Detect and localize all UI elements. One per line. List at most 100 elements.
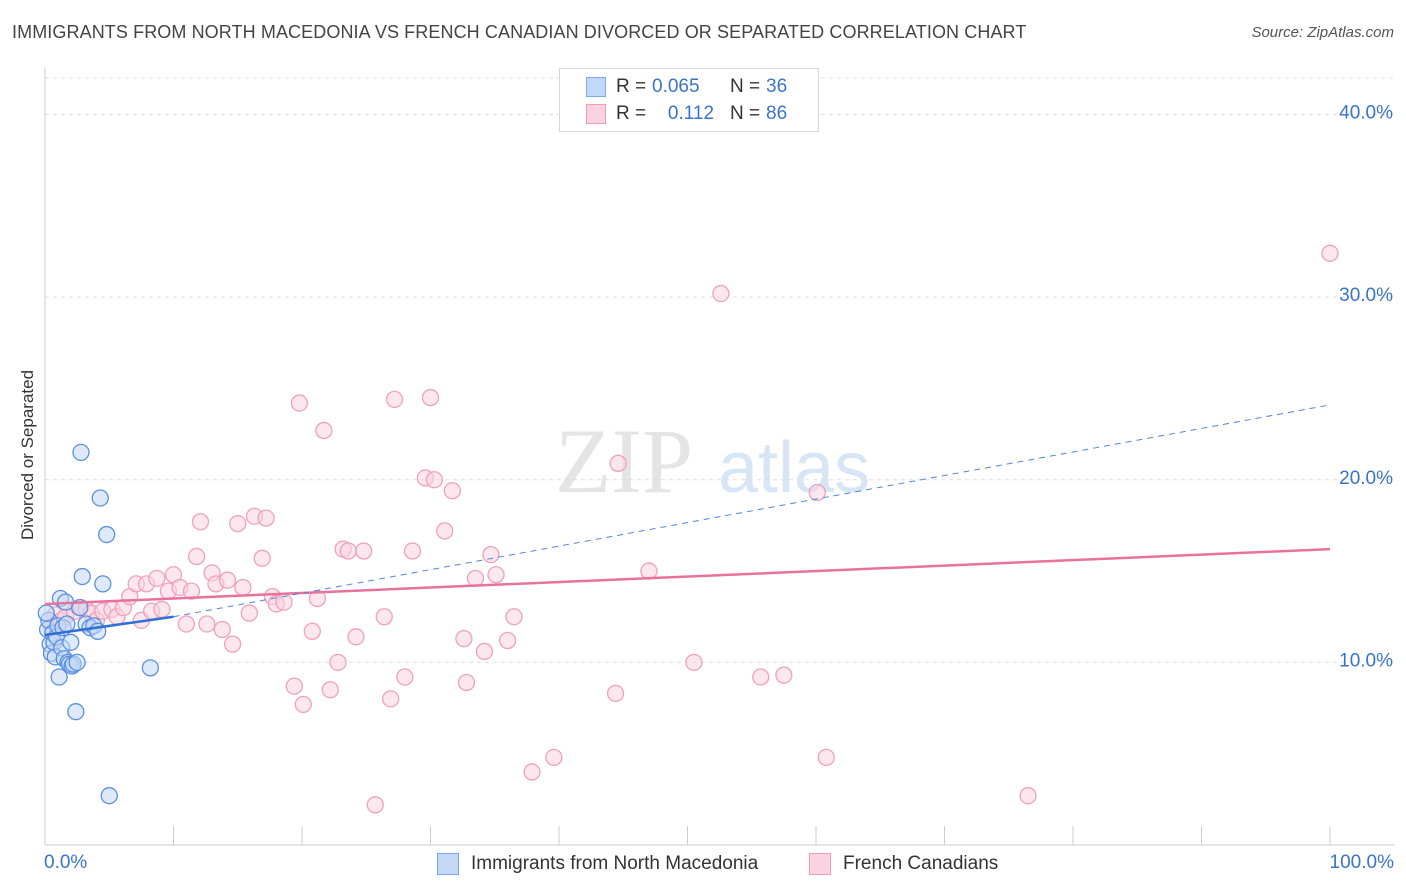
y-tick-label: 20.0%: [1339, 468, 1393, 489]
legend-swatch-macedonia: [586, 77, 606, 97]
x-tick-label-min: 0.0%: [44, 852, 88, 873]
point-french-canadian: [213, 620, 231, 639]
point-macedonia: [141, 659, 160, 677]
point-french-canadian: [339, 542, 357, 560]
point-french-canadian: [182, 582, 201, 600]
point-french-canadian: [808, 483, 826, 502]
legend-n-value: 86: [766, 103, 788, 124]
point-french-canadian: [505, 608, 523, 626]
trend-line-french-canadians: [44, 547, 1331, 606]
point-french-canadian: [177, 615, 196, 633]
watermark-atlas: atlas: [718, 428, 870, 508]
point-french-canadian: [640, 562, 658, 580]
legend-row-french-canadians: R = 0.112 N = 86: [586, 102, 787, 126]
legend-box: R = 0.065 N = 36 R = 0.112 N = 86: [559, 68, 819, 132]
y-tick-label: 40.0%: [1339, 103, 1393, 124]
point-macedonia: [73, 567, 91, 586]
point-macedonia: [100, 787, 118, 805]
legend-r-label: R =: [616, 103, 647, 124]
point-french-canadian: [240, 604, 258, 622]
bottom-legend-label-french-canadians: French Canadians: [843, 853, 999, 874]
point-macedonia: [67, 703, 85, 721]
legend-r-value: 0.065: [652, 76, 700, 97]
point-french-canadian: [457, 673, 476, 692]
y-tick-label: 30.0%: [1339, 285, 1393, 306]
point-french-canadian: [817, 748, 835, 766]
bottom-legend-swatch-french-canadians: [809, 853, 831, 875]
point-french-canadian: [229, 514, 247, 533]
point-french-canadian: [153, 600, 171, 619]
point-french-canadian: [218, 571, 237, 589]
x-tick-label-max: 100.0%: [1329, 852, 1394, 873]
point-french-canadian: [498, 631, 517, 650]
point-french-canadian: [223, 635, 242, 653]
point-french-canadian: [545, 748, 563, 766]
bottom-legend-macedonia: Immigrants from North Macedonia: [437, 851, 758, 877]
point-french-canadian: [234, 578, 252, 597]
point-french-canadian: [487, 566, 505, 584]
point-french-canadian: [191, 513, 210, 531]
point-french-canadian: [421, 388, 440, 407]
point-french-canadian: [475, 642, 494, 661]
point-french-canadian: [303, 622, 321, 640]
point-macedonia: [62, 633, 80, 651]
point-french-canadian: [198, 615, 216, 633]
point-french-canadian: [523, 763, 541, 781]
point-french-canadian: [148, 569, 166, 588]
point-french-canadian: [1019, 787, 1037, 805]
legend-n-label: N =: [730, 103, 761, 124]
legend-swatch-french-canadians: [586, 104, 606, 124]
trend-lines: [44, 404, 1331, 637]
point-french-canadian: [382, 690, 400, 708]
point-french-canadian: [396, 668, 414, 686]
point-french-canadian: [609, 454, 627, 472]
point-french-canadian: [347, 628, 365, 646]
point-macedonia: [37, 604, 55, 622]
bottom-legend-label-macedonia: Immigrants from North Macedonia: [471, 853, 759, 874]
point-french-canadian: [425, 471, 444, 489]
point-french-canadian: [606, 684, 625, 703]
point-macedonia: [98, 525, 116, 544]
bottom-legend-french-canadians: French Canadians: [809, 851, 998, 877]
point-french-canadian: [466, 569, 485, 588]
point-macedonia: [94, 575, 112, 593]
legend-r-label: R =: [616, 76, 647, 97]
point-french-canadian: [187, 547, 206, 566]
point-french-canadian: [329, 653, 347, 672]
point-french-canadian: [1321, 244, 1339, 262]
axes: [44, 68, 1395, 846]
point-french-canadian: [685, 653, 703, 672]
y-tick-labels: 10.0% 20.0% 30.0% 40.0%: [1339, 103, 1393, 672]
point-french-canadian: [290, 394, 309, 412]
point-french-canadian: [366, 796, 384, 814]
point-french-canadian: [775, 666, 793, 684]
y-axis-label: Divorced or Separated: [18, 369, 37, 541]
point-macedonia: [91, 489, 109, 507]
point-french-canadian: [435, 522, 454, 540]
point-french-canadian: [455, 629, 473, 648]
point-french-canadian: [712, 284, 730, 303]
y-tick-label: 10.0%: [1339, 650, 1393, 671]
point-macedonia: [72, 443, 90, 462]
point-macedonia: [58, 615, 76, 633]
trend-line-macedonia-dashed: [173, 404, 1331, 618]
trend-line-macedonia: [44, 615, 174, 637]
legend-n-label: N =: [730, 76, 761, 97]
point-french-canadian: [253, 549, 271, 567]
point-french-canadian: [315, 421, 333, 440]
point-french-canadian: [385, 390, 404, 409]
bottom-legend-swatch-macedonia: [437, 853, 459, 875]
watermark: ZIP atlas: [555, 410, 870, 512]
legend-r-value: 0.112: [667, 103, 715, 124]
point-french-canadian: [294, 695, 312, 714]
point-french-canadian: [482, 545, 500, 564]
point-french-canadian: [355, 542, 373, 560]
data-points: [37, 244, 1339, 814]
source-label: Source: ZipAtlas.com: [1251, 24, 1394, 41]
point-macedonia: [50, 668, 68, 686]
point-french-canadian: [257, 509, 275, 527]
legend-n-value: 36: [766, 76, 788, 97]
chart-title: IMMIGRANTS FROM NORTH MACEDONIA VS FRENC…: [12, 22, 1027, 42]
legend-row-macedonia: R = 0.065 N = 36: [586, 75, 787, 99]
